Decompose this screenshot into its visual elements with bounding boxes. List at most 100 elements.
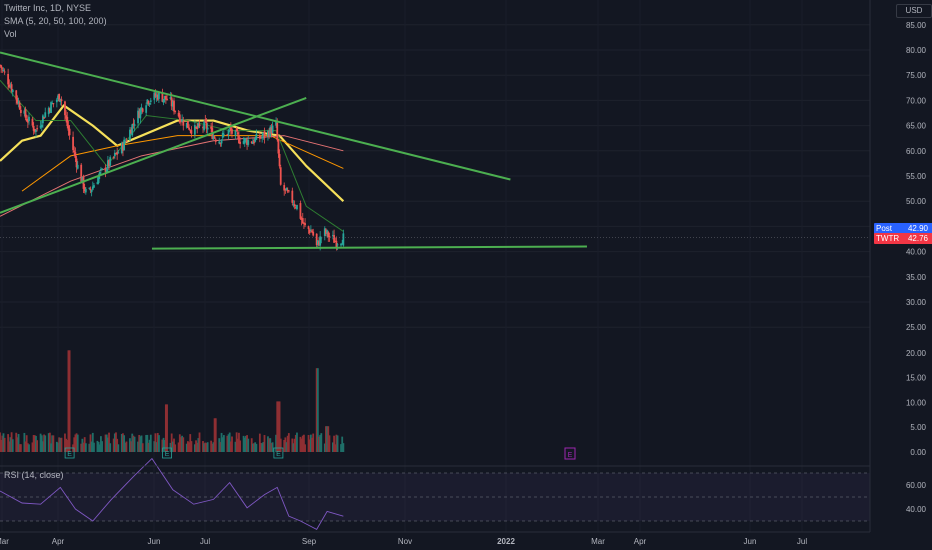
volume-bar [117,444,120,452]
candle-body [210,126,213,129]
earnings-marker[interactable] [64,447,75,459]
candle-body [181,119,184,123]
volume-bar [24,441,27,452]
earnings-marker[interactable] [273,447,284,459]
candle-body [166,98,168,101]
volume-bar [198,432,201,452]
volume-bar [26,443,29,452]
candle-body [336,244,339,246]
volume-bar [68,350,71,452]
candle-body [28,116,30,122]
candle-body [174,110,177,112]
volume-bar [340,444,342,452]
candle-body [204,119,207,122]
volume-bar [44,435,47,452]
volume-bar [251,443,254,452]
volume-bar [113,433,116,452]
candle-body [283,185,286,191]
volume-bar [93,442,95,452]
volume-bar [187,441,189,452]
volume-bar [286,435,289,452]
volume-bar [76,434,79,452]
volume-tick-label: 5.00 [910,423,926,432]
candle-body [341,243,344,245]
candle-body [50,102,52,113]
volume-bar [138,434,141,452]
volume-bar [3,437,6,452]
rsi-tick-label: 40.00 [906,505,927,514]
candle-body [212,135,215,140]
volume-bar [90,441,93,452]
candle-body [25,118,28,122]
upcoming-earnings-letter: E [568,452,573,459]
candle-body [180,120,182,122]
volume-bar [42,441,44,452]
candle-body [228,128,231,130]
candle-body [98,172,101,176]
volume-bar [130,441,132,452]
candle-body [18,102,21,110]
candle-body [311,230,313,233]
candle-body [162,99,165,103]
trendline[interactable] [0,96,307,214]
candle-body [76,164,79,169]
volume-bar [210,440,213,452]
candle-body [268,131,271,137]
time-tick-label: Jul [797,537,807,546]
volume-bar [132,435,135,452]
volume-bar [19,444,22,452]
volume-bar [279,438,282,452]
volume-bar [320,433,323,452]
candle-body [196,126,199,130]
candle-body [42,115,44,124]
candle-body [315,233,318,245]
volume-bar [83,437,86,452]
volume-bar [301,435,304,452]
candle-body [219,142,222,144]
volume-bar [23,432,26,452]
time-tick-label: Mar [591,537,605,546]
candle-body [304,223,306,226]
candle-body [153,92,156,100]
volume-bar [140,435,143,452]
volume-bar [40,435,43,452]
volume-bar [156,432,159,452]
candle-body [242,141,245,144]
ticker-tag-label: TWTR [874,233,906,244]
volume-bar [7,434,10,452]
candle-body [189,129,192,131]
candle-body [146,99,149,104]
candle-body [300,217,303,220]
candle-body [64,101,66,116]
candle-body [115,153,117,155]
candle-body [124,141,127,143]
upcoming-earnings-marker[interactable] [564,447,576,460]
volume-bar [326,426,329,452]
currency-label[interactable]: USD [896,4,932,18]
candle-body [231,129,233,134]
volume-bar [188,442,190,452]
volume-bar [122,433,124,452]
candle-body [15,90,18,100]
candle-body [188,127,190,130]
volume-bar [25,435,28,452]
volume-bar [120,433,123,452]
trendline[interactable] [151,245,587,250]
volume-bar [300,438,303,452]
volume-bar [250,438,253,452]
candle-body [83,187,86,192]
candle-body [206,127,209,130]
candle-body [35,129,37,132]
time-tick-label: Jun [148,537,161,546]
volume-bar [325,426,327,452]
candle-body [75,158,78,168]
volume-bar [154,433,157,452]
candle-body [80,164,83,182]
volume-bar [169,442,172,452]
price-tick-label: 55.00 [906,172,927,181]
post-tag-label: Post [874,223,906,234]
candle-body [220,139,223,144]
earnings-marker[interactable] [162,447,172,459]
